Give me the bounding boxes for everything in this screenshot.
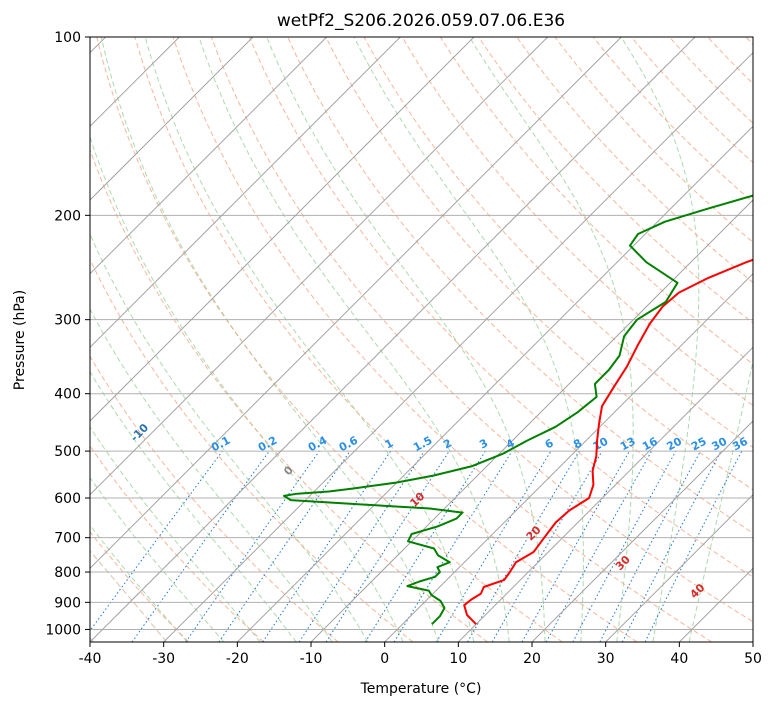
isotherm-line: [163, 51, 753, 642]
mixing-ratio-line: [218, 450, 351, 642]
moist-adiabat-line: [198, 37, 510, 642]
y-tick-label: 500: [54, 444, 81, 460]
moist-adiabat-line: [90, 135, 404, 642]
x-tick-label: -30: [152, 651, 175, 667]
mixing-ratio-line: [325, 450, 450, 642]
mixing-ratio-label: 36: [730, 435, 750, 454]
y-tick-label: 1000: [45, 622, 81, 638]
dry-adiabat-line: [90, 531, 190, 642]
moist-adiabat-line: [90, 476, 225, 642]
moist-adiabat-line: [688, 358, 753, 642]
mixing-ratio-line: [545, 450, 653, 642]
dry-adiabat-line: [478, 37, 753, 324]
dry-adiabat-line: [516, 37, 753, 284]
moist-adiabat-line: [90, 308, 333, 642]
dry-adiabat-line: [210, 37, 753, 623]
x-tick-label: 0: [380, 651, 389, 667]
mixing-ratio-line: [90, 450, 223, 632]
isotherm-line: [90, 37, 696, 642]
x-axis-label: Temperature (°C): [360, 681, 482, 697]
plot-area: [90, 37, 753, 642]
isotherm-line: [90, 37, 622, 570]
mixing-ratio-line: [393, 450, 513, 642]
profile-lines: [283, 194, 753, 625]
y-tick-label: 100: [54, 30, 81, 46]
x-tick-label: -10: [300, 651, 323, 667]
moist-adiabat-line: [620, 37, 700, 642]
dry-adiabat-line: [90, 258, 414, 642]
dry-adiabat-line: [592, 37, 753, 203]
mixing-ratio-line: [644, 450, 743, 642]
moist-adiabat-line: [353, 37, 584, 642]
x-tick-label: 50: [744, 651, 762, 667]
x-tick-label: 10: [449, 651, 467, 667]
y-tick-label: 900: [54, 595, 81, 611]
chart-title: wetPf2_S206.2026.059.07.06.E36: [277, 11, 565, 31]
isotherm-line: [90, 37, 401, 349]
mixing-ratio-label: 16: [640, 435, 660, 454]
isotherm-line: [310, 199, 753, 642]
isotherm-line: [90, 37, 328, 275]
y-tick-label: 700: [54, 531, 81, 547]
isotherm-line: [605, 493, 753, 642]
isotherm-line: [384, 272, 753, 642]
isotherms: [90, 37, 753, 642]
moist-adiabat-line: [100, 37, 439, 642]
x-tick-label: -40: [79, 651, 102, 667]
dry-adiabats: [90, 37, 753, 642]
moist-adiabat-line: [266, 37, 546, 642]
dry-adiabat-line: [363, 37, 753, 448]
isotherm-line: [531, 420, 753, 642]
moist-adiabat-line: [144, 37, 475, 642]
mixing-ratio-line: [521, 450, 630, 642]
mixing-ratio-label: 20: [664, 435, 684, 454]
moist-adiabat-line: [90, 426, 261, 642]
x-tick-label: 20: [523, 651, 541, 667]
mixing-ratio-line: [298, 450, 425, 642]
isobars: [90, 37, 753, 630]
y-tick-label: 300: [54, 313, 81, 329]
temperature-profile-line: [463, 258, 753, 625]
mixing-ratio-line: [185, 450, 320, 642]
x-tick-label: 30: [597, 651, 615, 667]
dry-adiabat-line: [90, 148, 488, 642]
y-axis-label: Pressure (hPa): [12, 290, 28, 390]
y-tick-label: 800: [54, 565, 81, 581]
isotherm-line: [752, 641, 753, 642]
mixing-ratio-label: 13: [618, 435, 638, 454]
mixing-ratio-label: 30: [710, 435, 730, 454]
isotherm-line: [90, 37, 475, 422]
y-tick-label: 400: [54, 387, 81, 403]
mixing-ratio-line: [572, 450, 677, 642]
isotherm-line: [457, 346, 753, 642]
mixing-ratio-label: 10: [591, 435, 611, 454]
y-tick-label: 600: [54, 491, 81, 507]
dewpoint-profile-line: [283, 194, 753, 625]
plot-frame: [89, 36, 754, 643]
x-tick-label: -20: [226, 651, 249, 667]
mixing-ratio-label: 25: [689, 435, 709, 454]
isotherm-line: [90, 37, 549, 496]
mixing-ratio-lines: [90, 450, 743, 642]
isotherm-line: [90, 37, 254, 201]
mixing-ratio-line: [131, 450, 270, 642]
dry-adiabat-line: [90, 355, 339, 642]
x-tick-label: 40: [670, 651, 688, 667]
dry-adiabat-line: [401, 37, 753, 406]
dry-adiabat-line: [96, 37, 563, 642]
dry-adiabat-line: [287, 37, 753, 534]
axis-ticks: -40 -30 -20 -10 0 10 20 30 40 50 1000 900 800 700 600 5…: [45, 30, 762, 667]
dry-adiabat-line: [325, 37, 753, 491]
isotherm-line: [236, 125, 753, 642]
dry-adiabat-line: [134, 37, 638, 642]
y-tick-label: 200: [54, 208, 81, 224]
moist-adiabat-line: [90, 232, 369, 642]
mixing-ratio-line: [262, 450, 392, 642]
dry-adiabat-line: [172, 37, 712, 642]
